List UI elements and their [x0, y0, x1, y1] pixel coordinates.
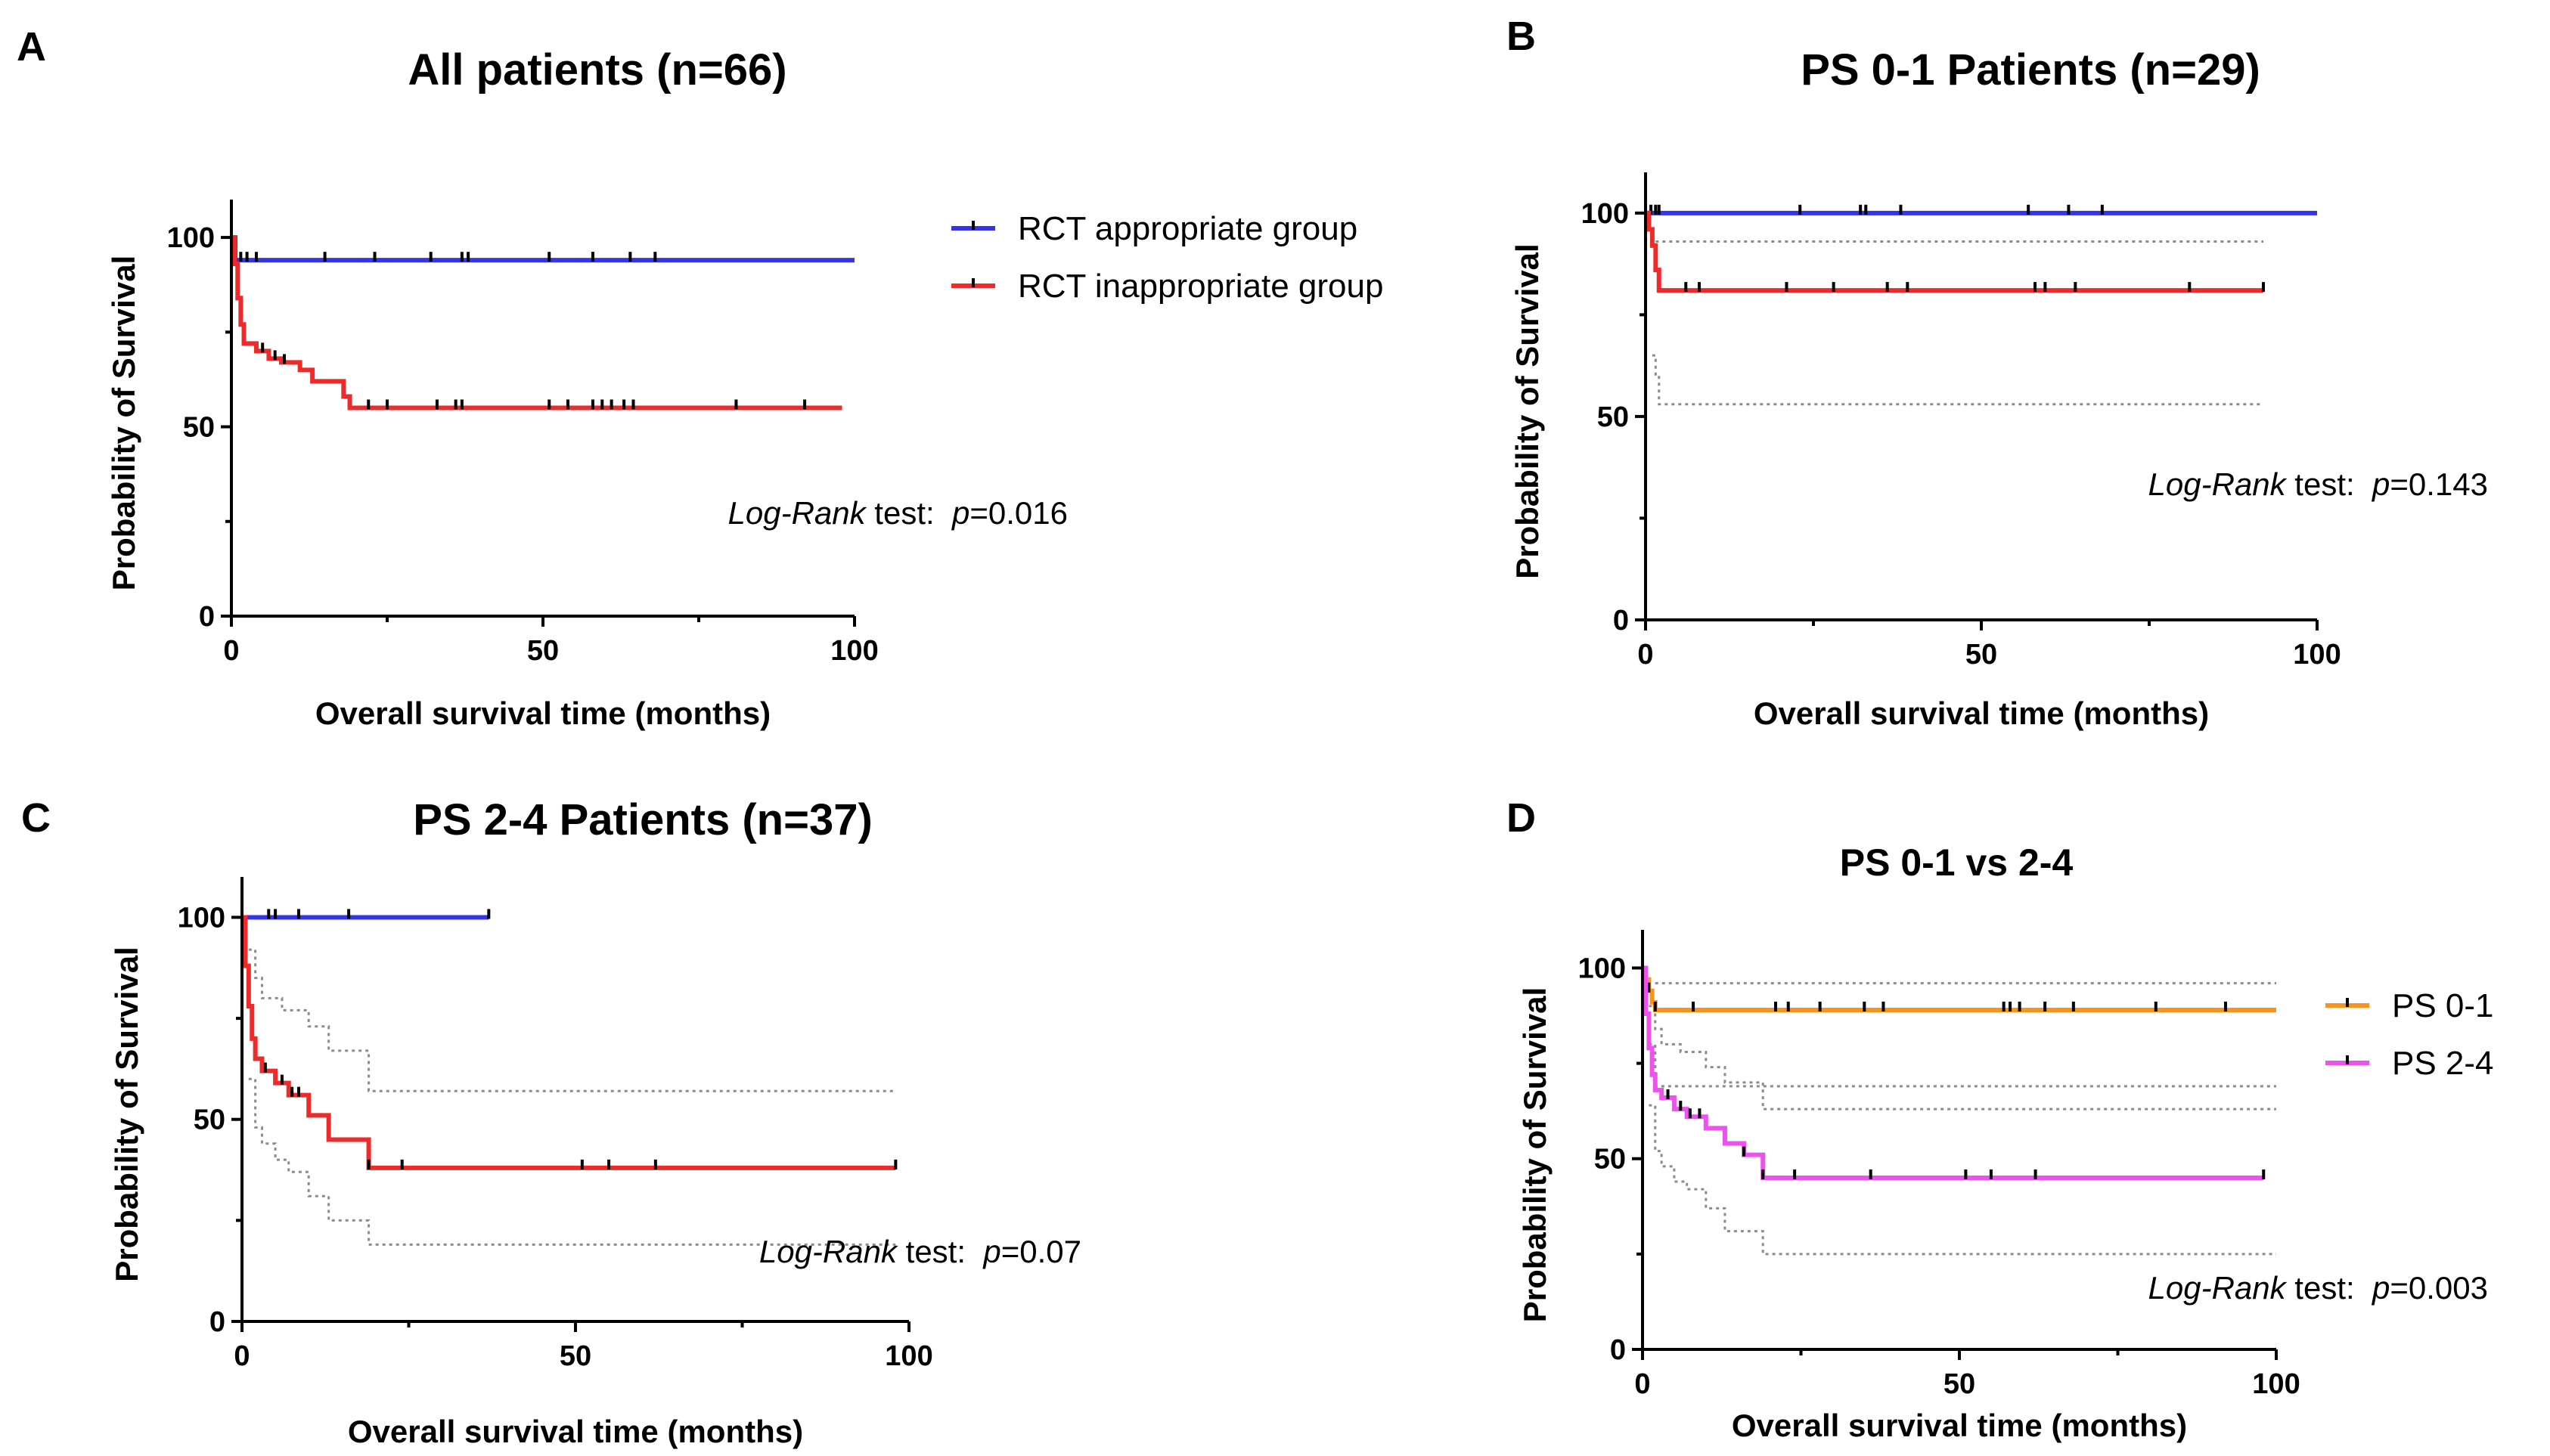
panel-letter-a: A: [17, 24, 46, 70]
panel-b-y-tick-label-100: 100: [1581, 198, 1629, 230]
panel-b-y-tick-label-50: 50: [1597, 401, 1629, 433]
panel-a-legend-label-rct-appropriate-group: RCT appropriate group: [1018, 210, 1357, 247]
panel-b: B PS 0-1 Patients (n=29) 0 50 100 0 50 100 Ove…: [1506, 14, 2488, 731]
panel-d-legend-label-ps-2-4: PS 2-4: [2392, 1045, 2494, 1082]
panel-c-x-tick-label-100: 100: [885, 1340, 932, 1372]
panel-d-x-tick-label-50: 50: [1944, 1368, 1975, 1400]
panel-c-y-tick-label-0: 0: [209, 1306, 225, 1338]
panel-a-x-tick-label-100: 100: [830, 635, 878, 667]
panel-c-y-tick-label-100: 100: [178, 902, 225, 934]
panel-b-x-tick-label-100: 100: [2293, 639, 2341, 671]
panel-c-x-axis-label: Overall survival time (months): [348, 1414, 803, 1449]
panel-b-log-rank-note: Log-Rank test: p=0.143: [2148, 466, 2488, 502]
panel-d-curve-ps-2-4: [1643, 965, 2264, 1180]
panel-c-x-tick-label-0: 0: [234, 1340, 250, 1372]
panel-c-log-rank-note: Log-Rank test: p=0.07: [759, 1234, 1081, 1269]
panel-d-curve-ps-0-1: [1643, 965, 2276, 1012]
panel-a-curve-rct-inappropriate-group: [231, 235, 842, 410]
panel-a: A All patients (n=66) 0 50 100 0 50 100 Overal…: [17, 24, 1383, 731]
panel-b-y-axis-label: Probability of Survival: [1509, 243, 1545, 578]
panel-b-x-axis-label: Overall survival time (months): [1754, 695, 2209, 731]
panel-d-plot: 0 50 100 0 50 100 Overall survival time (month…: [1517, 930, 2494, 1443]
panel-a-x-tick-label-0: 0: [223, 635, 239, 667]
panel-letter-c: C: [21, 795, 51, 841]
panel-d-y-tick-label-50: 50: [1594, 1144, 1626, 1176]
panel-b-y-tick-label-0: 0: [1613, 605, 1629, 637]
panel-a-x-axis-label: Overall survival time (months): [315, 695, 771, 731]
panel-d-ci-line-5: [1649, 1104, 2276, 1256]
panel-d-ci-line-4: [1649, 1005, 2276, 1111]
panel-a-plot: 0 50 100 0 50 100 Overall survival time (month…: [106, 200, 1383, 731]
panel-d-y-tick-label-0: 0: [1610, 1334, 1626, 1366]
panel-d-log-rank-note: Log-Rank test: p=0.003: [2148, 1270, 2488, 1306]
panel-d: D PS 0-1 vs 2-4 0 50 100 0 50 100 Overall surv…: [1506, 795, 2494, 1443]
panel-c-plot: 0 50 100 0 50 100 Overall survival time (month…: [109, 877, 1081, 1449]
panel-b-plot: 0 50 100 0 50 100 Overall survival time (month…: [1509, 172, 2488, 731]
panel-a-y-tick-label-50: 50: [183, 412, 215, 444]
panel-d-x-tick-label-0: 0: [1634, 1368, 1650, 1400]
panel-c-ci-line-3: [248, 1077, 896, 1246]
panel-a-title: All patients (n=66): [408, 45, 786, 94]
panel-letter-d: D: [1506, 795, 1536, 841]
panel-c-x-tick-label-50: 50: [560, 1340, 591, 1372]
panel-d-y-axis-label: Probability of Survival: [1517, 987, 1553, 1322]
panel-b-x-tick-label-0: 0: [1637, 639, 1653, 671]
panel-b-curve-rct-inappropriate-group: [1646, 210, 2263, 293]
panel-a-y-tick-label-100: 100: [167, 222, 215, 254]
panel-a-legend-label-rct-inappropriate-group: RCT inappropriate group: [1018, 268, 1383, 305]
panel-d-title: PS 0-1 vs 2-4: [1840, 841, 2074, 884]
panel-b-ci-line-3: [1652, 354, 2263, 406]
panel-a-log-rank-note: Log-Rank test: p=0.016: [728, 495, 1068, 531]
panel-letter-b: B: [1506, 14, 1536, 59]
panel-d-ci-line-3: [1649, 1042, 2276, 1088]
panel-c-curve-rct-inappropriate-group: [242, 915, 896, 1170]
panel-d-legend-label-ps-0-1: PS 0-1: [2392, 987, 2494, 1024]
panel-a-x-tick-label-50: 50: [527, 635, 559, 667]
panel-d-x-tick-label-100: 100: [2252, 1368, 2300, 1400]
panel-c-title: PS 2-4 Patients (n=37): [413, 795, 873, 844]
panel-b-x-tick-label-50: 50: [1965, 639, 1997, 671]
panel-a-y-axis-label: Probability of Survival: [106, 256, 141, 590]
panel-c-ci-line-2: [248, 948, 896, 1092]
panel-b-title: PS 0-1 Patients (n=29): [1801, 45, 2260, 94]
panel-d-x-axis-label: Overall survival time (months): [1732, 1408, 2187, 1443]
panel-a-y-tick-label-0: 0: [199, 601, 215, 633]
panel-c-y-tick-label-50: 50: [194, 1104, 225, 1136]
panel-d-y-tick-label-100: 100: [1578, 953, 1626, 984]
panel-c-y-axis-label: Probability of Survival: [109, 946, 144, 1281]
panel-c: C PS 2-4 Patients (n=37) 0 50 100 0 50 100 Ove…: [21, 795, 1081, 1449]
